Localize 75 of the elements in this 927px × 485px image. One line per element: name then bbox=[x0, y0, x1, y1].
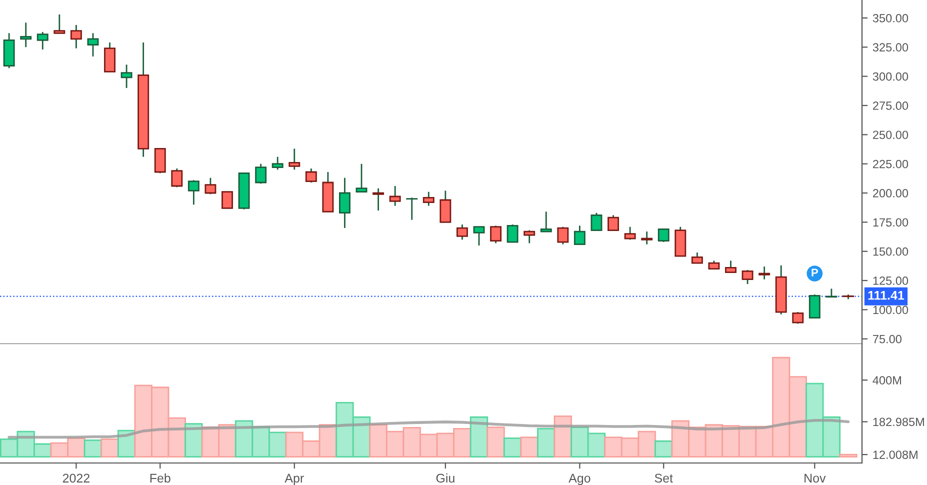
candlestick bbox=[691, 252, 703, 264]
candlestick bbox=[20, 22, 32, 48]
candlestick bbox=[204, 177, 216, 195]
candlestick bbox=[758, 266, 770, 280]
y-tick-label: 182.985M bbox=[873, 418, 924, 426]
candlestick bbox=[406, 196, 418, 221]
candlestick bbox=[171, 168, 183, 188]
candlestick bbox=[356, 163, 368, 193]
y-tick-label: 300.00 bbox=[872, 72, 908, 81]
candlestick bbox=[473, 226, 485, 246]
y-tick-label: 275.00 bbox=[873, 102, 908, 110]
x-tick-label: Ago bbox=[568, 474, 590, 485]
candlestick bbox=[422, 191, 434, 207]
x-tick-label: Set bbox=[654, 474, 673, 483]
candlestick bbox=[70, 24, 82, 50]
y-tick-label: 225.00 bbox=[873, 160, 908, 168]
y-tick-label: 250.00 bbox=[873, 130, 908, 140]
candlestick bbox=[524, 230, 536, 244]
bar bbox=[654, 440, 673, 458]
candlestick bbox=[222, 191, 233, 209]
x-tick-label: Nov bbox=[804, 474, 826, 483]
candlestick bbox=[742, 269, 754, 285]
y-tick-label: 12.008M bbox=[873, 450, 918, 459]
bar bbox=[520, 436, 538, 458]
candlestick bbox=[339, 177, 350, 229]
candlestick bbox=[490, 224, 502, 244]
candlestick bbox=[36, 31, 48, 50]
y-tick-label: 325.00 bbox=[872, 43, 908, 52]
candlestick bbox=[557, 226, 569, 246]
y-tick-label: 200.00 bbox=[873, 189, 908, 198]
y-tick-label: 400M bbox=[872, 376, 901, 384]
y-tick-label: 125.00 bbox=[873, 276, 908, 285]
line-series bbox=[8, 419, 850, 439]
candlestick bbox=[272, 156, 284, 170]
candlestick bbox=[87, 32, 99, 58]
candlestick bbox=[154, 148, 166, 174]
candlestick bbox=[725, 260, 736, 274]
bar bbox=[84, 439, 102, 458]
candlestick bbox=[456, 224, 468, 240]
bar bbox=[100, 438, 119, 458]
ref-line-label: 111.41 bbox=[868, 291, 904, 300]
candlestick bbox=[590, 212, 602, 232]
candlestick bbox=[808, 294, 820, 319]
x-tick-label: Apr bbox=[284, 474, 304, 485]
candlestick bbox=[372, 188, 384, 212]
candlestick bbox=[574, 224, 586, 246]
candlestick bbox=[120, 64, 132, 89]
y-tick-label: 350.00 bbox=[872, 14, 908, 22]
candlestick bbox=[389, 185, 401, 207]
candlestick bbox=[288, 148, 300, 170]
annotation: P bbox=[812, 268, 818, 276]
x-tick-label: Giu bbox=[436, 473, 454, 483]
y-tick-label: 175.00 bbox=[873, 218, 908, 227]
candlestick bbox=[792, 311, 804, 324]
y-tick-label: 100.00 bbox=[873, 306, 908, 314]
candlestick bbox=[658, 228, 670, 243]
bar bbox=[503, 438, 522, 458]
x-tick-label: Feb bbox=[150, 473, 170, 483]
candlestick bbox=[624, 226, 636, 240]
candlestick bbox=[54, 14, 66, 34]
bar bbox=[486, 426, 505, 458]
bar bbox=[537, 428, 556, 458]
candlestick bbox=[305, 168, 317, 184]
candlestick bbox=[540, 210, 552, 232]
candlestick bbox=[608, 214, 619, 232]
y-tick-label: 75.00 bbox=[873, 334, 902, 344]
x-tick-label: 2022 bbox=[62, 474, 90, 483]
candlestick bbox=[255, 163, 267, 184]
candlestick bbox=[104, 42, 116, 72]
bar bbox=[839, 454, 858, 458]
candlestick bbox=[188, 179, 200, 206]
candlestick bbox=[641, 230, 653, 246]
y-tick-label: 150.00 bbox=[873, 247, 908, 256]
candlestick bbox=[440, 190, 452, 223]
candlestick bbox=[506, 224, 518, 243]
